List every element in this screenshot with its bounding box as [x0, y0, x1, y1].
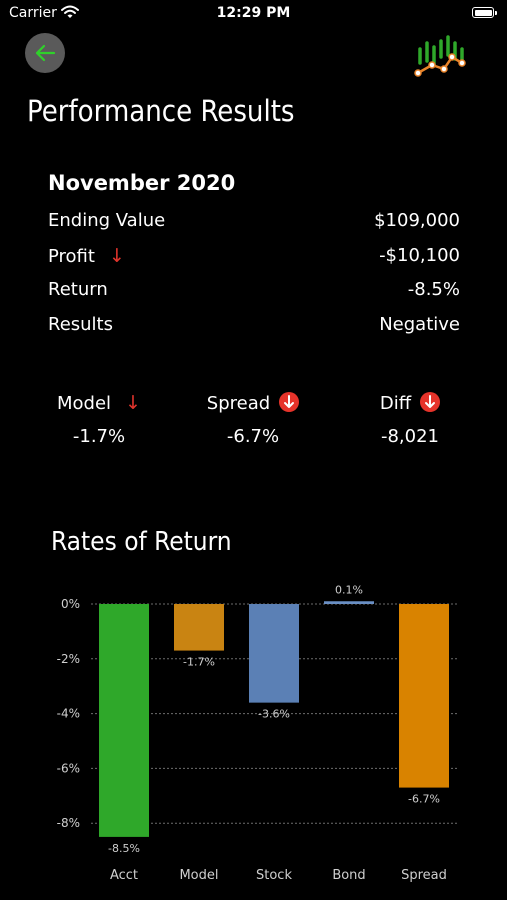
- clock: 12:29 PM: [216, 5, 291, 21]
- wifi-icon: [61, 5, 79, 18]
- arrow-left-icon: [35, 44, 56, 62]
- back-button[interactable]: [25, 33, 65, 73]
- summary-label: Profit: [48, 245, 95, 267]
- chart-title: Rates of Return: [51, 527, 232, 557]
- metric-diff: Diff -8,021: [362, 392, 458, 447]
- category-label: Acct: [110, 868, 138, 883]
- metric-value: -6.7%: [226, 426, 280, 447]
- summary-row-return: Return -8.5%: [48, 275, 460, 310]
- bar: [174, 604, 224, 651]
- data-label: -8.5%: [108, 842, 140, 855]
- summary-row-ending-value: Ending Value $109,000: [48, 206, 460, 241]
- summary-value: -$10,100: [379, 244, 460, 266]
- category-label: Bond: [332, 868, 365, 883]
- down-arrow-icon: ↓: [108, 244, 125, 267]
- summary-value: Negative: [379, 314, 460, 336]
- summary-row-profit: Profit ↓ -$10,100: [48, 241, 460, 276]
- summary-row-results: Results Negative: [48, 310, 460, 345]
- category-label: Model: [179, 868, 218, 883]
- metric-label: Model: [57, 393, 112, 414]
- category-label: Spread: [401, 868, 447, 883]
- bar: [249, 604, 299, 703]
- metric-value: -8,021: [380, 426, 440, 447]
- metric-value: -1.7%: [72, 426, 126, 447]
- summary-label: Return: [48, 279, 108, 301]
- data-label: 0.1%: [335, 583, 363, 596]
- y-tick-label: 0%: [61, 597, 80, 611]
- stock-chart-logo-icon: [414, 35, 466, 77]
- down-circle-icon: [420, 392, 441, 412]
- bar: [324, 601, 374, 604]
- page-title: Performance Results: [27, 94, 295, 128]
- bar: [99, 604, 149, 837]
- battery-icon: [472, 7, 497, 18]
- rates-of-return-chart: 0% -2% -4% -6% -8% -8.5% Acct -1.7% Model -3.6% St…: [57, 583, 458, 883]
- y-tick-label: -2%: [57, 652, 80, 666]
- summary-label: Ending Value: [48, 210, 166, 231]
- metric-model: Model ↓ -1.7%: [47, 392, 151, 447]
- data-label: -3.6%: [258, 708, 290, 721]
- y-tick-label: -8%: [57, 816, 80, 830]
- status-bar: Carrier 12:29 PM: [0, 0, 507, 30]
- summary-table: Ending Value $109,000 Profit ↓ -$10,100 R…: [48, 206, 460, 345]
- metric-spread: Spread -6.7%: [195, 392, 311, 447]
- down-arrow-icon: ↓: [125, 392, 141, 414]
- bar: [399, 604, 449, 788]
- carrier-label: Carrier: [9, 5, 57, 21]
- category-label: Stock: [256, 868, 292, 883]
- summary-label: Results: [48, 314, 113, 336]
- summary-month: November 2020: [48, 171, 236, 195]
- summary-value: $109,000: [374, 210, 460, 231]
- down-circle-icon: [279, 392, 300, 412]
- metric-label: Diff: [379, 393, 412, 414]
- y-tick-label: -6%: [57, 761, 80, 775]
- metric-label: Spread: [206, 393, 271, 414]
- data-label: -6.7%: [408, 793, 440, 806]
- y-tick-label: -4%: [57, 707, 80, 721]
- data-label: -1.7%: [183, 656, 215, 669]
- summary-value: -8.5%: [407, 279, 460, 301]
